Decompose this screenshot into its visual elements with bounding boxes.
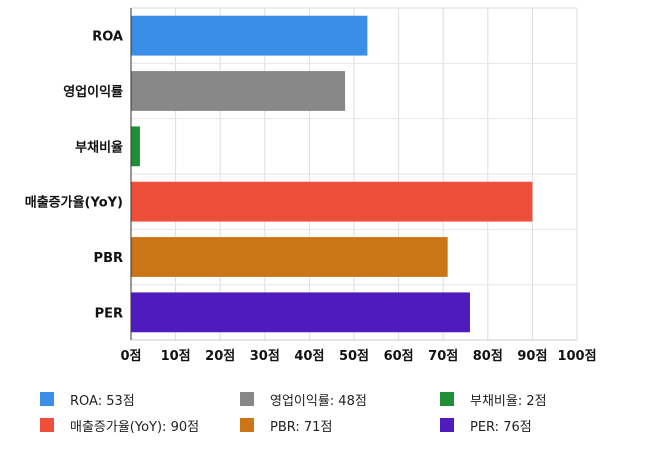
legend-swatch: [240, 392, 254, 406]
category-label: 영업이익률: [63, 84, 123, 100]
legend-label: 부채비율: 2점: [470, 393, 547, 409]
category-label: ROA: [92, 30, 123, 45]
legend-label: 매출증가율(YoY): 90점: [70, 419, 200, 435]
legend-swatch: [440, 392, 454, 406]
x-tick-label: 20점: [205, 349, 235, 364]
category-label: 부채비율: [75, 139, 123, 155]
x-tick-label: 90점: [517, 349, 547, 364]
bar-chart: 0점 10점 20점 30점 40점 50점 60점 70점 80점 90점 100점 ROA 영업이익…: [25, 7, 597, 364]
x-tick-label: 60점: [384, 349, 414, 364]
x-tick-label: 70점: [428, 349, 458, 364]
bar-5: [131, 292, 470, 333]
legend-item-sales-growth: 매출증가율(YoY): 90점: [40, 416, 240, 435]
x-tick-label: 100점: [557, 349, 596, 364]
bar-3: [131, 181, 533, 222]
legend-item-roa: ROA: 53점: [40, 390, 240, 409]
x-tick-label: 10점: [161, 349, 191, 364]
legend-item-debt-ratio: 부채비율: 2점: [440, 390, 640, 409]
category-label: 매출증가율(YoY): [25, 195, 123, 211]
legend-label: PBR: 71점: [270, 419, 333, 435]
bar-0: [131, 15, 368, 56]
legend-swatch: [240, 418, 254, 432]
x-tick-label: 30점: [250, 349, 280, 364]
x-tick-label: 40점: [294, 349, 324, 364]
category-label: PBR: [94, 251, 123, 266]
legend-item-operating-margin: 영업이익률: 48점: [240, 390, 440, 409]
x-tick-label: 0점: [120, 349, 141, 364]
chart-legend: ROA: 53점 영업이익률: 48점 부채비율: 2점 매출증가율(YoY):…: [40, 390, 640, 435]
legend-label: ROA: 53점: [70, 393, 135, 409]
legend-item-per: PER: 76점: [440, 416, 640, 435]
legend-item-pbr: PBR: 71점: [240, 416, 440, 435]
x-tick-label: 50점: [339, 349, 369, 364]
x-tick-label: 80점: [473, 349, 503, 364]
legend-swatch: [440, 418, 454, 432]
category-label: PER: [95, 306, 123, 321]
bar-4: [131, 237, 448, 277]
legend-swatch: [40, 392, 54, 406]
bar-2: [131, 126, 140, 167]
legend-label: PER: 76점: [470, 419, 532, 435]
bar-1: [131, 71, 346, 111]
legend-label: 영업이익률: 48점: [270, 393, 367, 409]
legend-swatch: [40, 418, 54, 432]
